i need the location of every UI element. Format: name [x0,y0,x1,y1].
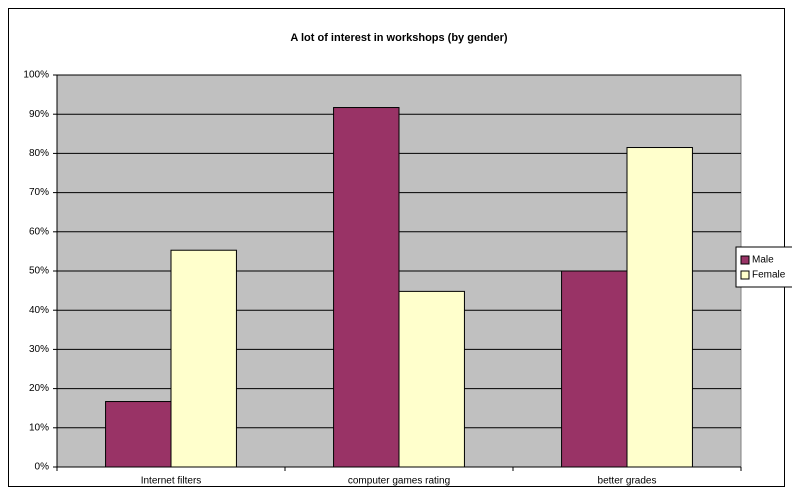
y-tick-label: 60% [29,226,49,237]
legend-swatch [740,255,750,265]
y-tick-label: 10% [29,422,49,433]
legend-swatch [740,270,750,280]
chart-title: A lot of interest in workshops (by gende… [290,32,508,44]
y-tick-label: 0% [35,462,50,473]
bar [561,270,628,468]
y-tick-label: 50% [29,266,49,277]
y-tick-label: 20% [29,383,49,394]
y-tick-label: 30% [29,344,49,355]
legend-label: Female [752,270,786,281]
x-tick-label: Internet filters [141,476,202,487]
bar [626,147,693,468]
y-tick-label: 100% [23,70,49,81]
bar [170,249,237,468]
x-tick-label: better grades [598,476,657,487]
y-tick-label: 80% [29,148,49,159]
y-tick-label: 70% [29,187,49,198]
x-tick-label: computer games rating [348,476,450,487]
y-tick-label: 40% [29,305,49,316]
legend-box [735,246,792,288]
bar [333,107,400,468]
y-tick-label: 90% [29,109,49,120]
bar [105,401,172,468]
legend-label: Male [752,255,774,266]
bar [398,290,465,468]
